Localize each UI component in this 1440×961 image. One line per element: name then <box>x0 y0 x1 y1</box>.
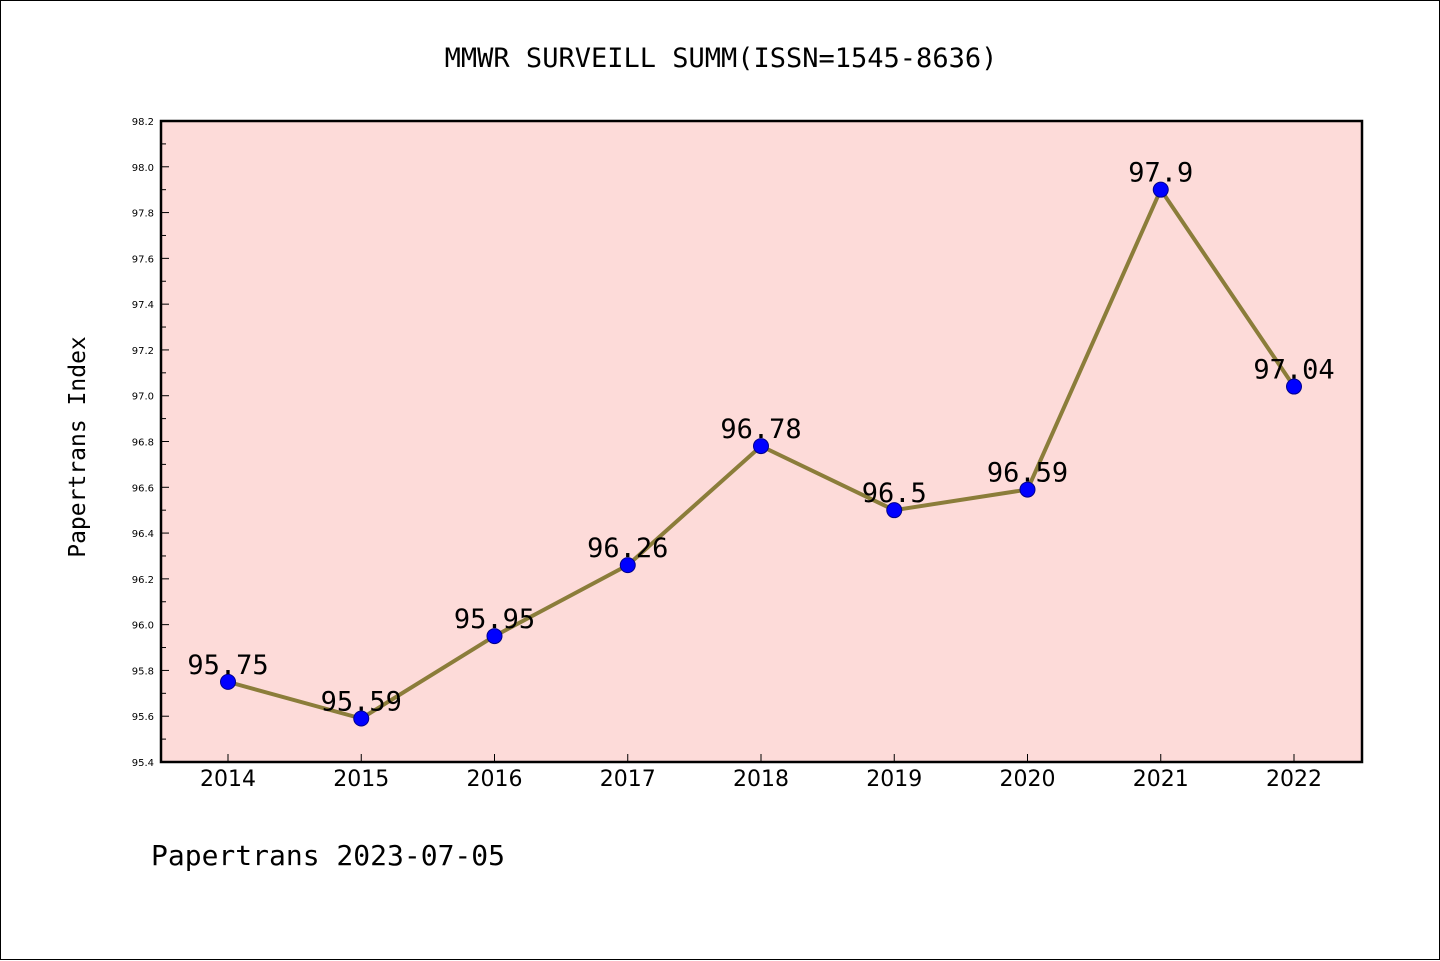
data-label: 97.04 <box>1253 355 1334 386</box>
footer-text: Papertrans 2023-07-05 <box>151 839 505 872</box>
data-point <box>486 628 503 645</box>
y-tick-label: 95.4 <box>132 758 154 769</box>
y-axis-ticks <box>161 120 169 763</box>
y-tick-label: 96.4 <box>132 529 154 540</box>
y-tick-label: 98.2 <box>132 117 154 128</box>
y-axis-label: Papertrans Index <box>65 336 91 558</box>
y-axis-tick-labels: 95.4 95.6 95.8 96.0 96.2 96.4 96.6 96.8 97.0 97.2… <box>132 117 154 769</box>
x-tick-label: 2016 <box>467 767 523 792</box>
y-tick-label: 97.2 <box>132 346 154 357</box>
data-point <box>220 673 236 690</box>
y-tick-label: 97.4 <box>132 300 154 311</box>
y-tick-label: 96.2 <box>132 575 154 586</box>
data-point <box>1286 378 1302 395</box>
y-tick-label: 96.6 <box>132 483 154 494</box>
y-tick-label: 95.8 <box>132 666 154 677</box>
data-point <box>1152 181 1169 198</box>
y-tick-label: 97.8 <box>132 209 154 220</box>
data-label-layer: 95.75 95.59 95.95 96.26 96.78 96.5 96.59 97.9 97… <box>187 158 1334 718</box>
x-axis-ticks <box>227 754 1295 762</box>
y-tick-label: 97.6 <box>132 254 154 265</box>
data-label: 95.95 <box>454 604 535 635</box>
x-tick-label: 2020 <box>1000 767 1056 792</box>
y-tick-label: 96.8 <box>132 438 154 449</box>
data-point <box>353 710 370 727</box>
x-tick-label: 2015 <box>333 767 389 792</box>
chart-title: MMWR SURVEILL SUMM(ISSN=1545-8636) <box>445 43 998 74</box>
y-tick-label: 95.6 <box>132 712 154 723</box>
data-label: 95.59 <box>321 687 402 718</box>
x-tick-label: 2022 <box>1266 767 1322 792</box>
data-label: 97.9 <box>1128 158 1193 189</box>
marker-layer <box>220 181 1302 727</box>
data-point <box>1019 481 1036 498</box>
x-axis-tick-labels: 2014 2015 2016 2017 2018 2019 2020 2021 2022 <box>200 767 1322 792</box>
x-tick-label: 2018 <box>733 767 789 792</box>
y-tick-label: 96.0 <box>132 621 154 632</box>
data-label: 95.75 <box>187 650 268 681</box>
data-label: 96.26 <box>587 533 668 564</box>
x-tick-label: 2019 <box>866 767 922 792</box>
data-point <box>886 502 903 519</box>
x-tick-label: 2014 <box>200 767 256 792</box>
data-point <box>753 438 769 455</box>
y-tick-label: 98.0 <box>132 163 154 174</box>
data-label: 96.5 <box>862 478 927 509</box>
data-label: 96.59 <box>987 458 1068 489</box>
data-label: 96.78 <box>720 414 801 445</box>
data-point <box>619 557 636 574</box>
x-tick-label: 2017 <box>600 767 656 792</box>
x-tick-label: 2021 <box>1133 767 1189 792</box>
y-tick-label: 97.0 <box>132 392 154 403</box>
